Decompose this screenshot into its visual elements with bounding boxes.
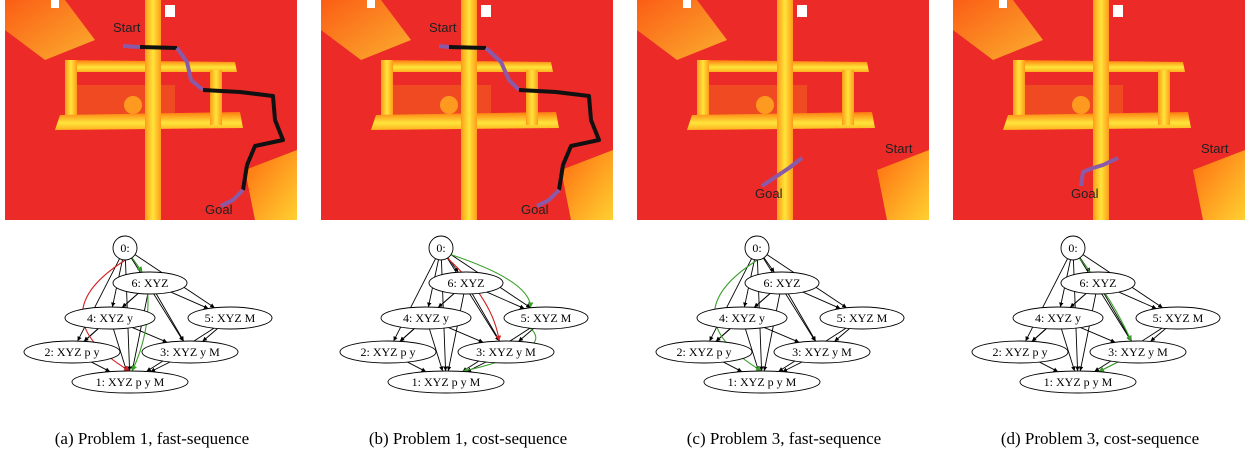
map-obstacle <box>124 96 142 114</box>
node-label: 0: <box>120 241 129 255</box>
graph-edge <box>1079 258 1131 341</box>
graph-edge <box>132 328 167 343</box>
map-obstacle <box>481 5 491 17</box>
node-label: 4: XYZ y <box>403 311 449 325</box>
map-obstacle <box>1072 96 1090 114</box>
graph-edge <box>407 362 426 372</box>
sequence-graph: 0: 6: XYZ 4: XYZ y 5: XYZ M 2: XYZ p y 3: XYZ… <box>340 236 588 393</box>
panel: Start Goal 0: 6: XYZ 4: XYZ y 5: XYZ M 2: XYZ … <box>321 0 613 448</box>
panel: Start Goal 0: 6: XYZ 4: XYZ y 5: XYZ M 2: XYZ … <box>953 0 1245 448</box>
goal-label: Goal <box>755 186 783 201</box>
map-obstacle <box>1113 5 1123 17</box>
map-wall <box>842 70 854 125</box>
node-label: 6: XYZ <box>1080 276 1117 290</box>
caption: (d) Problem 3, cost-sequence <box>1001 429 1199 448</box>
map-obstacle <box>756 96 774 114</box>
graph-edge <box>400 329 414 342</box>
graph-edge <box>448 328 483 343</box>
graph-edge <box>448 294 464 371</box>
goal-label: Goal <box>521 202 549 217</box>
node-label: 3: XYZ y M <box>1108 345 1168 359</box>
map-image: Start Goal <box>5 0 297 220</box>
robot-path <box>449 47 486 48</box>
map-obstacle <box>683 0 691 8</box>
start-label: Start <box>429 20 457 35</box>
caption: (a) Problem 1, fast-sequence <box>55 429 249 448</box>
node-label: 3: XYZ y M <box>160 345 220 359</box>
node-label: 0: <box>1068 241 1077 255</box>
goal-label: Goal <box>1071 186 1099 201</box>
node-label: 0: <box>436 241 445 255</box>
graph-edge <box>472 294 499 341</box>
graph-edge <box>131 258 183 341</box>
map-wall <box>1158 70 1170 125</box>
graph-edge <box>723 362 742 372</box>
node-label: 4: XYZ y <box>1035 311 1081 325</box>
node-label: 4: XYZ y <box>87 311 133 325</box>
map-obstacle <box>440 96 458 114</box>
map-obstacle <box>999 0 1007 8</box>
highlight-edge <box>132 258 142 272</box>
start-label: Start <box>113 20 141 35</box>
sequence-graph: 0: 6: XYZ 4: XYZ y 5: XYZ M 2: XYZ p y 3: XYZ… <box>972 236 1220 393</box>
start-label: Start <box>1201 141 1229 156</box>
sequence-graph: 0: 6: XYZ 4: XYZ y 5: XYZ M 2: XYZ p y 3: XYZ… <box>24 236 272 393</box>
figure: Start Goal 0: 6: XYZ 4: XYZ y 5: XYZ M 2: XYZ … <box>0 0 1249 456</box>
map-image: Start Goal <box>637 0 929 220</box>
robot-path <box>123 46 140 47</box>
node-label: 0: <box>752 241 761 255</box>
graph-edge <box>1080 294 1096 371</box>
robot-path <box>439 46 449 47</box>
node-label: 2: XYZ p y <box>45 345 100 359</box>
node-label: 3: XYZ y M <box>792 345 852 359</box>
node-label: 6: XYZ <box>764 276 801 290</box>
map-wall <box>526 70 538 125</box>
node-label: 1: XYZ p y M <box>1044 375 1113 389</box>
node-label: 5: XYZ M <box>521 311 572 325</box>
graph-edge <box>764 294 780 371</box>
graph-edge <box>156 294 183 341</box>
node-label: 2: XYZ p y <box>361 345 416 359</box>
graph-edge <box>1080 328 1115 343</box>
node-label: 4: XYZ y <box>719 311 765 325</box>
robot-path <box>140 47 177 48</box>
caption: (c) Problem 3, fast-sequence <box>687 429 881 448</box>
map-obstacle <box>51 0 59 8</box>
graph-edge <box>764 258 774 272</box>
graph-edge <box>788 294 815 341</box>
map-obstacle <box>797 5 807 17</box>
map-image: Start Goal <box>321 0 613 220</box>
node-label: 1: XYZ p y M <box>412 375 481 389</box>
sequence-graph: 0: 6: XYZ 4: XYZ y 5: XYZ M 2: XYZ p y 3: XYZ… <box>656 236 904 393</box>
node-label: 2: XYZ p y <box>993 345 1048 359</box>
map-wall <box>145 0 161 220</box>
map-wall <box>461 0 477 220</box>
map-obstacle <box>367 0 375 8</box>
node-label: 1: XYZ p y M <box>728 375 797 389</box>
map-wall <box>210 70 222 125</box>
graph-edge <box>1039 362 1058 372</box>
node-label: 6: XYZ <box>132 276 169 290</box>
caption: (b) Problem 1, cost-sequence <box>369 429 567 448</box>
graph-edge <box>91 362 110 372</box>
graph-edge <box>764 328 799 343</box>
graph-edge <box>1032 329 1046 342</box>
node-label: 5: XYZ M <box>1153 311 1204 325</box>
start-label: Start <box>885 141 913 156</box>
map-image: Start Goal <box>953 0 1245 220</box>
goal-label: Goal <box>205 202 233 217</box>
graph-edge <box>763 258 815 341</box>
node-label: 6: XYZ <box>448 276 485 290</box>
panel: Start Goal 0: 6: XYZ 4: XYZ y 5: XYZ M 2: XYZ … <box>5 0 297 448</box>
map-obstacle <box>165 5 175 17</box>
node-label: 3: XYZ y M <box>476 345 536 359</box>
node-label: 1: XYZ p y M <box>96 375 165 389</box>
panel: Start Goal 0: 6: XYZ 4: XYZ y 5: XYZ M 2: XYZ … <box>637 0 929 448</box>
node-label: 2: XYZ p y <box>677 345 732 359</box>
node-label: 5: XYZ M <box>205 311 256 325</box>
node-label: 5: XYZ M <box>837 311 888 325</box>
